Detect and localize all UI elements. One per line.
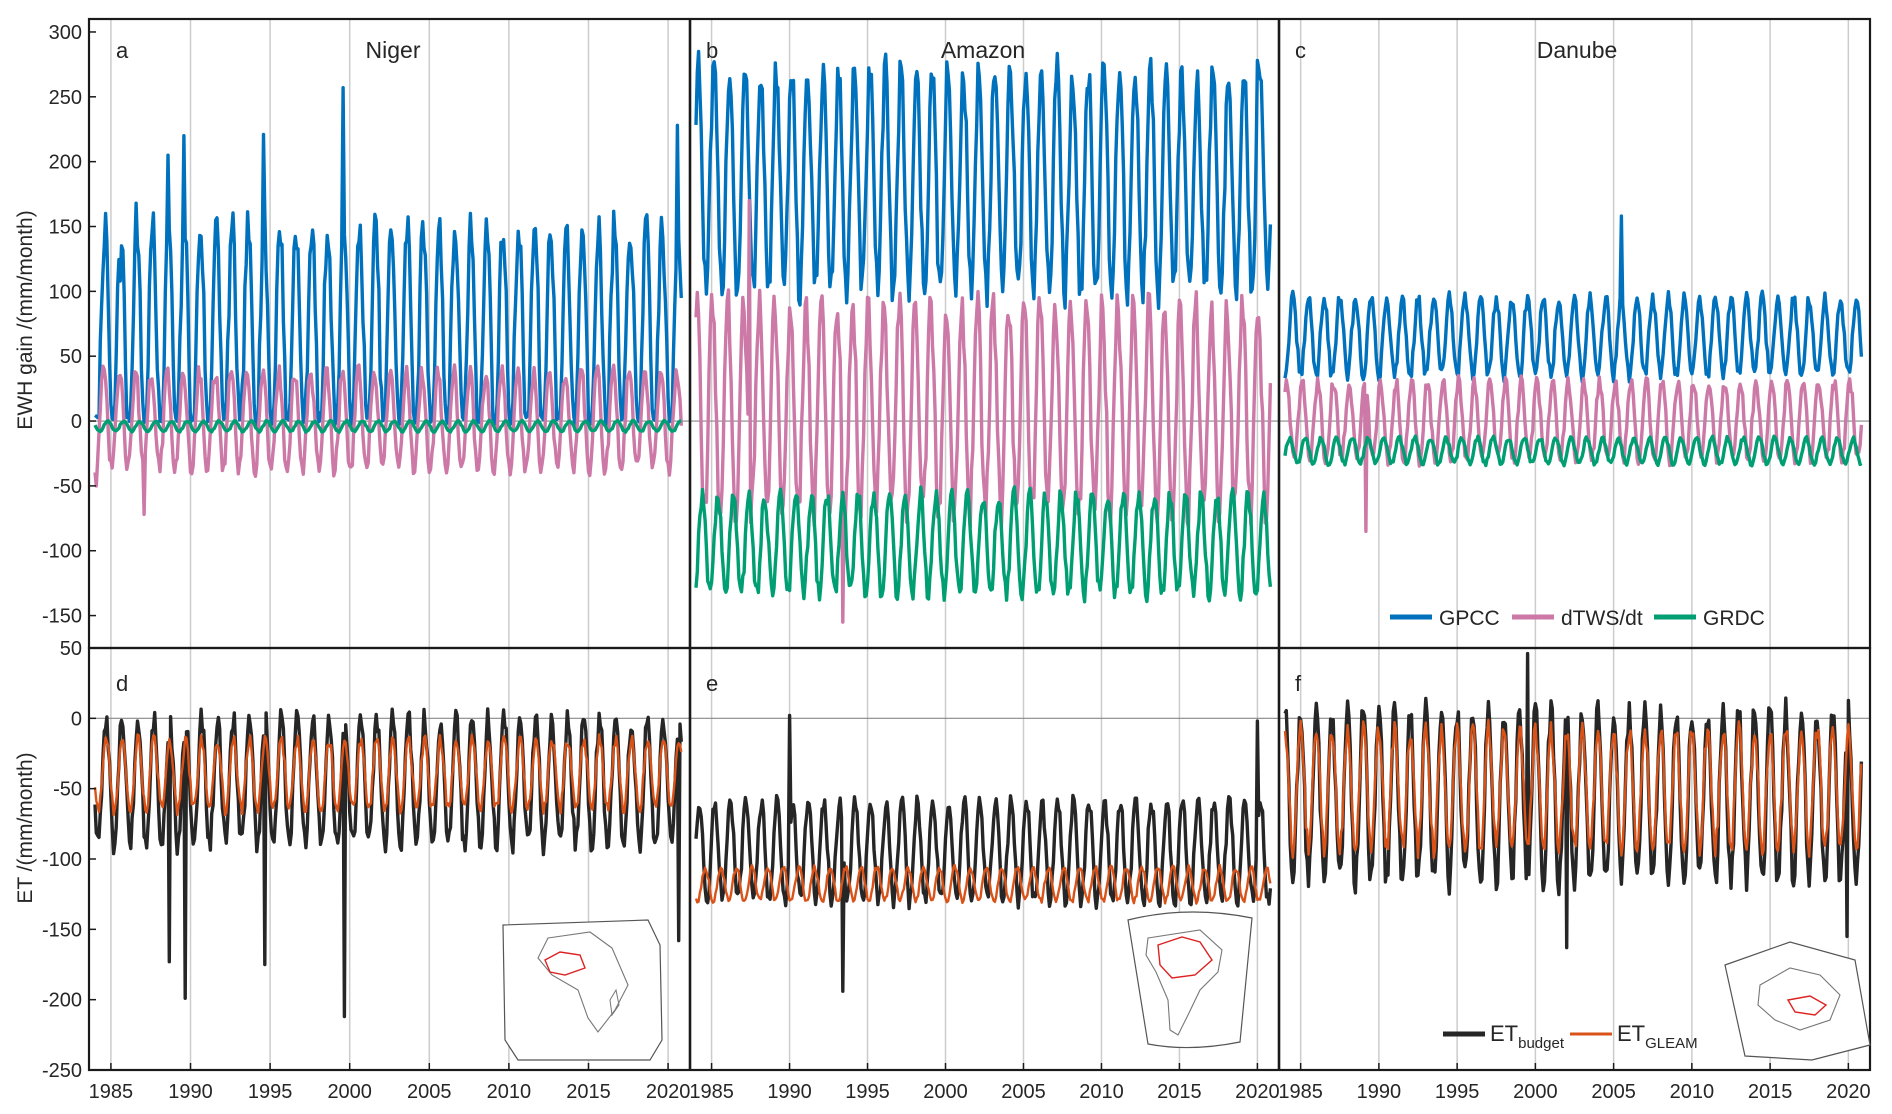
legend-grdc-label: GRDC xyxy=(1703,607,1765,630)
series-line-grdc xyxy=(93,418,682,434)
x-tick-label: 2005 xyxy=(1591,1081,1636,1103)
y-tick-label: -150 xyxy=(42,606,82,628)
y-tick-label: 200 xyxy=(49,152,82,174)
x-tick-label: 2005 xyxy=(407,1081,452,1103)
panel-letter-b: b xyxy=(706,38,718,63)
series-line-et-gleam xyxy=(694,863,1272,905)
x-tick-label: 2000 xyxy=(923,1081,968,1103)
x-tick-label: 2020 xyxy=(646,1081,691,1103)
x-tick-label: 1995 xyxy=(248,1081,293,1103)
legend-bottom: ETbudget ETGLEAM xyxy=(1443,1021,1698,1052)
y-tick-label: 50 xyxy=(60,638,82,660)
panel-title-amazon: Amazon xyxy=(941,37,1025,63)
bottom-y-axis-label: ET /(mm/month) xyxy=(14,752,37,903)
legend-top: GPCC dTWS/dt GRDC xyxy=(1390,607,1765,630)
y-tick-label: -100 xyxy=(42,849,82,871)
top-y-axis: 300 250 200 150 100 50 0 -50 -100 -150 xyxy=(42,22,96,628)
panel-letter-a: a xyxy=(116,38,129,63)
y-tick-label: 250 xyxy=(49,87,82,109)
legend-dtws-label: dTWS/dt xyxy=(1561,607,1643,630)
series-line-gpcc xyxy=(94,86,683,427)
y-tick-label: 150 xyxy=(49,217,82,239)
x-tick-label: 1995 xyxy=(1435,1081,1480,1103)
panel-c-danube-ewh xyxy=(1279,19,1870,648)
y-tick-label: -200 xyxy=(42,990,82,1012)
legend-gpcc-label: GPCC xyxy=(1439,607,1500,630)
legend-et-gleam-label: ETGLEAM xyxy=(1617,1021,1698,1052)
x-tick-label: 2010 xyxy=(487,1081,532,1103)
series-line-grdc xyxy=(1283,434,1863,468)
series-line-et-gleam xyxy=(1283,718,1863,860)
panel-letter-e: e xyxy=(706,671,718,696)
x-tick-label: 1990 xyxy=(1357,1081,1402,1103)
panel-letter-f: f xyxy=(1295,671,1302,696)
x-tick-label: 2015 xyxy=(566,1081,611,1103)
x-tick-label: 2020 xyxy=(1235,1081,1280,1103)
y-tick-label: -250 xyxy=(42,1060,82,1082)
series-line-gpcc xyxy=(1283,214,1864,384)
series-line-et-gleam xyxy=(93,733,683,817)
x-tick-label: 1985 xyxy=(689,1081,734,1103)
y-tick-label: -100 xyxy=(42,541,82,563)
y-tick-label: 0 xyxy=(71,411,82,433)
series-line-dtws-dt xyxy=(93,363,683,517)
y-tick-label: 50 xyxy=(60,346,82,368)
x-tick-label: 2015 xyxy=(1748,1081,1793,1103)
x-axis: 1985 1990 1995 2000 2005 2010 2015 2020 1985 1990… xyxy=(89,1063,1871,1103)
x-tick-label: 1990 xyxy=(168,1081,213,1103)
series-line-dtws-dt xyxy=(694,198,1273,624)
panel-letter-d: d xyxy=(116,671,128,696)
series-line-et-budget xyxy=(694,713,1273,993)
x-tick-label: 2020 xyxy=(1826,1081,1871,1103)
top-y-axis-label: EWH gain /(mm/month) xyxy=(14,210,37,429)
inset-map-danube xyxy=(1724,941,1871,1061)
x-tick-label: 2000 xyxy=(1513,1081,1558,1103)
x-tick-label: 2005 xyxy=(1001,1081,1046,1103)
y-tick-label: -150 xyxy=(42,919,82,941)
y-tick-label: -50 xyxy=(53,779,82,801)
y-tick-label: 0 xyxy=(71,708,82,730)
x-tick-label: 1985 xyxy=(89,1081,134,1103)
x-tick-label: 2010 xyxy=(1079,1081,1124,1103)
inset-map-niger xyxy=(502,919,663,1061)
series-line-grdc xyxy=(694,485,1273,604)
panel-a-niger-ewh xyxy=(89,19,690,648)
panel-title-danube: Danube xyxy=(1537,37,1618,63)
y-tick-label: 300 xyxy=(49,22,82,44)
x-tick-label: 1985 xyxy=(1278,1081,1323,1103)
x-tick-label: 1995 xyxy=(845,1081,890,1103)
x-tick-label: 2015 xyxy=(1157,1081,1202,1103)
x-tick-label: 2010 xyxy=(1670,1081,1715,1103)
y-tick-label: 100 xyxy=(49,281,82,303)
y-tick-label: -50 xyxy=(53,476,82,498)
legend-et-budget-label: ETbudget xyxy=(1490,1021,1565,1052)
panel-b-amazon-ewh xyxy=(690,19,1279,648)
inset-map-amazon xyxy=(1127,911,1253,1049)
panel-e-amazon-et xyxy=(690,648,1279,1070)
panel-letter-c: c xyxy=(1295,38,1306,63)
series-line-gpcc xyxy=(694,49,1273,310)
x-tick-label: 2000 xyxy=(327,1081,372,1103)
panel-title-niger: Niger xyxy=(366,37,421,63)
panel-f-danube-et xyxy=(1279,648,1870,1070)
x-tick-label: 1990 xyxy=(767,1081,812,1103)
bottom-y-axis: 50 0 -50 -100 -150 -200 -250 xyxy=(42,638,96,1082)
